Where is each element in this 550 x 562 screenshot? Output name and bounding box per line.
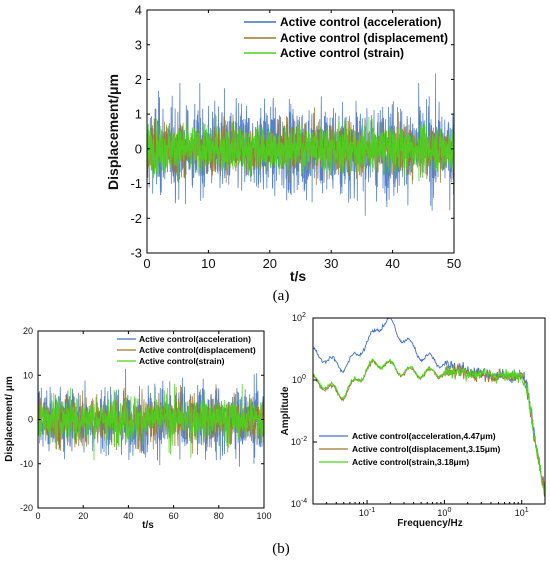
legend-a-label-displacement: Active control (displacement) <box>280 31 448 45</box>
panel-a-xtick-label: 0 <box>143 256 150 271</box>
panel-b-right-ytick-label: 100 <box>292 374 306 385</box>
panel-b-right-axes-box <box>312 317 546 505</box>
panel-a-ytick-label: -1 <box>130 176 142 191</box>
panel-a-xtick-label: 30 <box>324 256 338 271</box>
panel-b-right-xtick-label: 101 <box>515 507 529 518</box>
panel-b-left: 0 20 40 60 80 100 -20 -10 0 10 20 t/s Displacement… <box>4 326 272 531</box>
panel-b-left-ylabel: Displacement/ μm <box>4 376 15 462</box>
panel-b-right-ticks: 10-1 100 101 10-4 10-2 100 102 <box>291 312 546 518</box>
panel-a-ytick-label: 2 <box>135 72 142 87</box>
panel-a-ytick-label: 1 <box>135 107 142 122</box>
panel-a-xtick-label: 50 <box>447 256 461 271</box>
panel-b-left-ytick-label: 10 <box>23 370 33 380</box>
panel-a-series-group <box>146 73 455 216</box>
panel-a-xtick-label: 40 <box>385 256 399 271</box>
panel-b-left-xtick-label: 0 <box>35 511 40 521</box>
panel-b-right-ytick-label: 102 <box>292 312 306 323</box>
panel-b-left-ytick-label: -10 <box>20 459 33 469</box>
panel-a-xlabel: t/s <box>290 268 307 284</box>
legend-bl-label-displacement: Active control(displacement) <box>139 345 256 355</box>
panel-b-right-xlabel: Frequency/Hz <box>397 518 463 529</box>
panel-a-ytick-label: 4 <box>135 3 142 18</box>
panel-b-left-xlabel: t/s <box>142 520 154 531</box>
panel-b-right-series-line-1 <box>312 358 546 498</box>
panel-b-left-xtick-label: 80 <box>214 511 224 521</box>
panel-b-right-series-group <box>312 317 546 498</box>
legend-br-label-acceleration: Active control(acceleration,4.47μm) <box>352 431 496 441</box>
legend-bl-label-strain: Active control(strain) <box>139 356 225 366</box>
panel-a-axes-box <box>146 9 455 254</box>
panel-b-left-ytick-label: 0 <box>28 415 33 425</box>
panel-b-right-series-line-2 <box>312 357 546 497</box>
panel-a-ytick-label: 0 <box>135 141 142 156</box>
panel-a-xtick-label: 20 <box>263 256 277 271</box>
panel-b-right-xtick-label: 10-1 <box>359 507 375 518</box>
legend-br-label-strain: Active control(strain,3.18μm) <box>352 457 469 467</box>
panel-b-left-ticks: 0 20 40 60 80 100 -20 -10 0 10 20 <box>20 326 272 521</box>
panel-b-right-legend: Active control(acceleration,4.47μm) Acti… <box>319 431 500 467</box>
panel-a-series-line-2 <box>146 115 455 183</box>
panel-b-right-ytick-label: 10-4 <box>291 498 307 509</box>
legend-br-label-displacement: Active control(displacement,3.15μm) <box>352 444 500 454</box>
panel-b-right-xtick-label: 100 <box>437 507 451 518</box>
panel-b-right-plot-area <box>313 318 545 504</box>
panel-b-left-xtick-label: 100 <box>256 511 271 521</box>
panel-a-ytick-label: -2 <box>130 211 142 226</box>
panel-b-left-ytick-label: 20 <box>23 326 33 336</box>
panel-b-left-series-line-2 <box>37 383 265 461</box>
panel-b-left-series-group <box>37 368 265 467</box>
panel-b-caption: (b) <box>272 541 290 557</box>
panel-a-ticks: 0 10 20 30 40 50 -3 -2 -1 0 1 2 3 4 <box>130 3 461 271</box>
panel-a-caption: (a) <box>273 288 290 304</box>
panel-b-right-ylabel: Amplitude <box>280 386 291 435</box>
legend-bl-label-acceleration: Active control(acceleration) <box>139 334 251 344</box>
legend-a-label-strain: Active control (strain) <box>280 46 404 60</box>
panel-b-left-legend: Active control(acceleration) Active cont… <box>117 334 256 366</box>
panel-a-ytick-label: 3 <box>135 37 142 52</box>
panel-b-left-xtick-label: 40 <box>123 511 133 521</box>
panel-b-right: 10-1 100 101 10-4 10-2 100 102 Frequency/Hz Am… <box>272 312 546 557</box>
panel-b-left-xtick-label: 60 <box>169 511 179 521</box>
panel-a-ytick-label: -3 <box>130 246 142 261</box>
panel-a-legend: Active control (acceleration) Active con… <box>244 15 448 60</box>
panel-a-ylabel: Displacement/μm <box>105 74 121 190</box>
panel-b-right-ytick-label: 10-2 <box>291 436 307 447</box>
panel-b-left-ytick-label: -20 <box>20 503 33 513</box>
legend-a-label-acceleration: Active control (acceleration) <box>280 15 441 29</box>
panel-a-xtick-label: 10 <box>201 256 215 271</box>
panel-b-left-xtick-label: 20 <box>78 511 88 521</box>
panel-a: 0 10 20 30 40 50 -3 -2 -1 0 1 2 3 4 t/s Displacement/… <box>105 3 461 304</box>
